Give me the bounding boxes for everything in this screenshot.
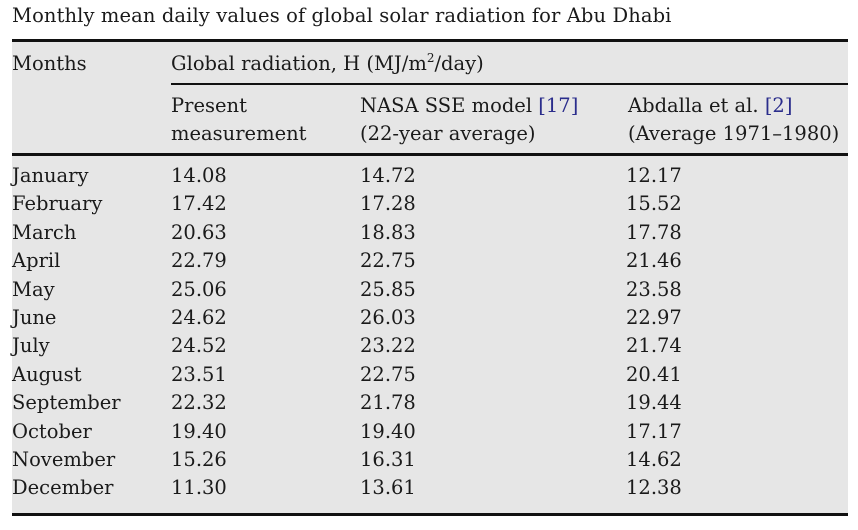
cell-abdalla: 12.17: [626, 164, 682, 187]
cell-present: 17.42: [171, 192, 227, 216]
header-col-present-line2: measurement: [171, 122, 307, 145]
cell-abdalla: 15.52: [626, 192, 682, 216]
cell-abdalla: 20.41: [626, 362, 682, 386]
cell-month: July: [12, 334, 50, 358]
cell-nasa: 16.31: [360, 448, 416, 471]
cell-nasa: 19.40: [360, 419, 416, 443]
header-col-abdalla: Abdalla et al. [2] (Average 1971–1980): [628, 92, 839, 148]
header-col-present-line1: Present: [171, 94, 247, 117]
cell-present: 24.52: [171, 334, 227, 358]
cell-present: 24.62: [171, 306, 227, 329]
header-group-suffix: /day): [434, 52, 484, 75]
cell-nasa: 22.75: [360, 362, 416, 386]
cell-month: October: [12, 419, 92, 443]
header-col-nasa-line1: NASA SSE model: [360, 94, 539, 117]
header-col-nasa-line2: (22-year average): [360, 122, 536, 145]
cell-month: March: [12, 220, 77, 244]
cell-abdalla: 17.17: [626, 419, 682, 443]
cell-month: September: [12, 391, 121, 415]
header-bottom-rule: [12, 153, 848, 156]
cell-nasa: 13.61: [360, 476, 416, 500]
cell-month: January: [12, 164, 89, 187]
cell-present: 11.30: [171, 476, 227, 500]
cell-present: 19.40: [171, 419, 227, 443]
cell-nasa: 21.78: [360, 391, 416, 415]
cell-present: 22.79: [171, 249, 227, 273]
header-col-present: Present measurement: [171, 92, 307, 148]
cell-month: June: [12, 306, 57, 329]
cell-nasa: 25.85: [360, 277, 416, 301]
radiation-table: Months Global radiation, H (MJ/m2/day) P…: [12, 39, 848, 516]
header-global-radiation: Global radiation, H (MJ/m2/day): [171, 50, 484, 78]
cell-abdalla: 21.46: [626, 249, 682, 273]
cell-nasa: 14.72: [360, 164, 416, 187]
header-col-nasa: NASA SSE model [17] (22-year average): [360, 92, 578, 148]
cell-month: May: [12, 277, 55, 301]
cell-nasa: 22.75: [360, 249, 416, 273]
cell-abdalla: 21.74: [626, 334, 682, 358]
cell-present: 23.51: [171, 362, 227, 386]
cell-month: February: [12, 192, 103, 216]
cell-abdalla: 17.78: [626, 220, 682, 244]
cell-abdalla: 12.38: [626, 476, 682, 500]
cell-present: 20.63: [171, 220, 227, 244]
cell-month: August: [12, 362, 82, 386]
header-group-sup: 2: [426, 51, 435, 65]
cell-present: 15.26: [171, 448, 227, 471]
cell-present: 14.08: [171, 164, 227, 187]
reference-link-2[interactable]: [2]: [764, 94, 793, 117]
cell-abdalla: 23.58: [626, 277, 682, 301]
cell-present: 25.06: [171, 277, 227, 301]
cell-abdalla: 14.62: [626, 448, 682, 471]
header-col-abdalla-line1: Abdalla et al.: [628, 94, 765, 117]
reference-link-17[interactable]: [17]: [538, 94, 579, 117]
cell-present: 22.32: [171, 391, 227, 415]
cell-abdalla: 22.97: [626, 306, 682, 329]
table-caption: Monthly mean daily values of global sola…: [12, 4, 672, 27]
cell-month: November: [12, 448, 116, 471]
header-col-abdalla-line2: (Average 1971–1980): [628, 122, 840, 145]
cell-abdalla: 19.44: [626, 391, 682, 415]
cell-month: December: [12, 476, 114, 500]
header-months: Months: [12, 52, 87, 75]
header-group-prefix: Global radiation, H (MJ/m: [171, 52, 427, 75]
cell-month: April: [12, 249, 61, 273]
cell-nasa: 17.28: [360, 192, 416, 216]
cell-nasa: 26.03: [360, 306, 416, 329]
cell-nasa: 23.22: [360, 334, 416, 358]
cell-nasa: 18.83: [360, 220, 416, 244]
group-rule: [171, 83, 848, 85]
